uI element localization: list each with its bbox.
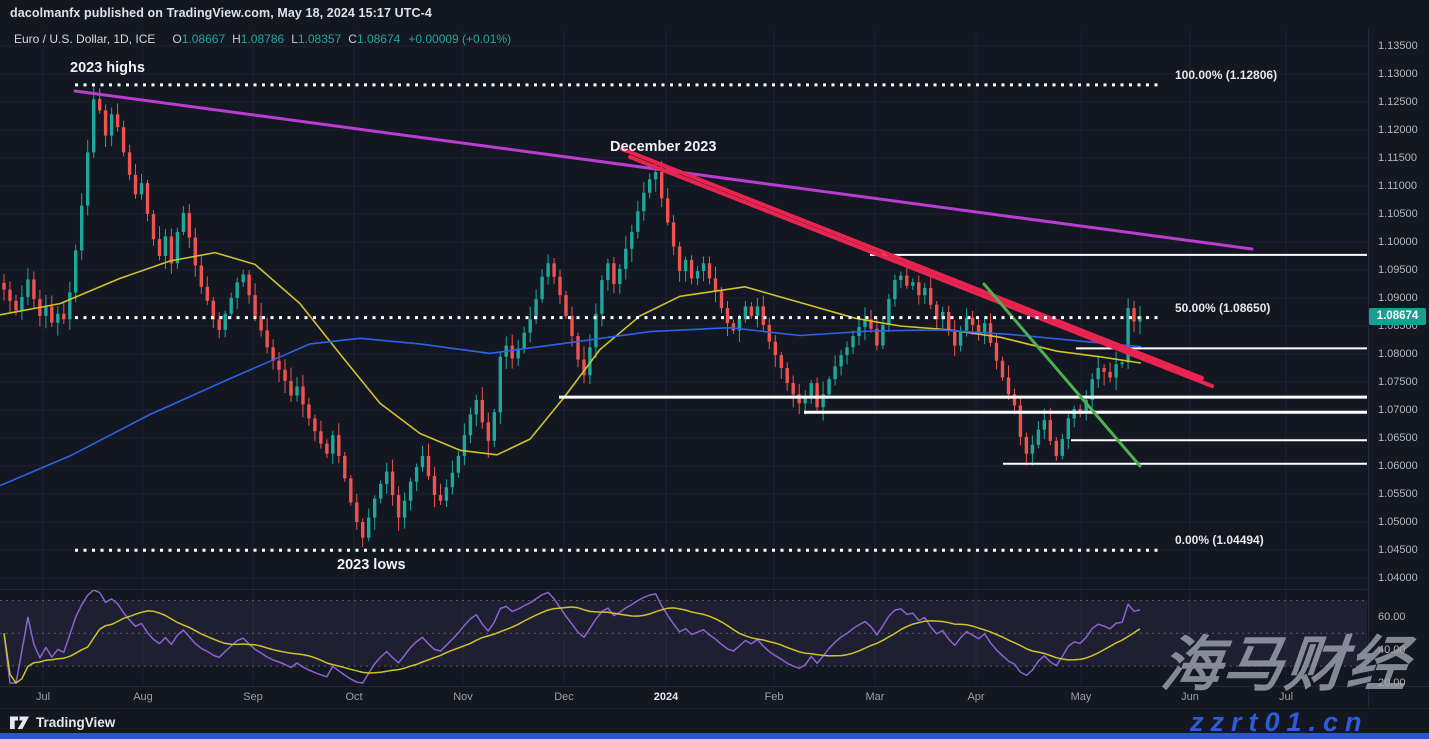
price-tick-label: 1.09000 (1378, 292, 1418, 304)
pane-separator[interactable] (0, 589, 1367, 590)
fib-50-label[interactable]: 50.00% (1.08650) (1175, 300, 1271, 315)
downtrend-channel-b (628, 155, 1214, 388)
month-label: Jul (35, 691, 51, 703)
high-value: 1.08786 (240, 32, 285, 46)
fib-levels[interactable] (75, 83, 1163, 552)
open-value: 1.08667 (181, 32, 226, 46)
month-label: Jun (1181, 691, 1199, 703)
price-tick-label: 1.10500 (1378, 208, 1418, 220)
low-label: L (291, 32, 298, 46)
price-tick-label: 1.04000 (1378, 572, 1418, 584)
month-label: 2024 (653, 691, 679, 703)
bottom-accent-bar (0, 733, 1429, 739)
month-label: Mar (865, 691, 885, 703)
open-label: O (172, 32, 182, 46)
price-tick-label: 1.10000 (1378, 236, 1418, 248)
last-price-badge: 1.08674 (1369, 307, 1426, 325)
price-tick-label: 1.07500 (1378, 376, 1418, 388)
price-tick-label: 1.12500 (1378, 96, 1418, 108)
grid (0, 30, 1367, 685)
rsi-band (0, 600, 1367, 667)
symbol-title: Euro / U.S. Dollar, 1D, ICE (14, 32, 156, 46)
month-label: Sep (243, 691, 263, 703)
price-tick-label: 1.13000 (1378, 68, 1418, 80)
month-label: Feb (764, 691, 784, 703)
fib-0-label[interactable]: 0.00% (1.04494) (1175, 533, 1264, 548)
footer: TradingView (10, 715, 115, 730)
change-value: +0.00009 (+0.01%) (408, 32, 512, 46)
price-tick-label: 1.13500 (1378, 40, 1418, 52)
price-tick-label: 1.11500 (1378, 152, 1417, 164)
price-tick-label: 1.06500 (1378, 432, 1418, 444)
watermark-chinese: 海马财经 (1157, 631, 1413, 698)
time-axis[interactable]: Jul Aug Sep Oct Nov Dec 2024 Feb Mar Apr May Jun Jul (0, 686, 1429, 709)
candles (2, 84, 1142, 548)
watermark-url: zzrt01.cn (1190, 707, 1369, 737)
close-value: 1.08674 (356, 32, 401, 46)
price-tick-label: 1.08000 (1378, 348, 1418, 360)
rsi-tick-label: 60.00 (1378, 610, 1406, 623)
month-label: Nov (453, 691, 473, 703)
support-resistance-lines[interactable] (559, 253, 1367, 465)
price-tick-label: 1.04500 (1378, 544, 1418, 556)
publish-info: dacolmanfx published on TradingView.com,… (10, 6, 432, 20)
price-tick-label: 1.06000 (1378, 460, 1418, 472)
annotation-2023-highs[interactable]: 2023 highs (70, 60, 145, 76)
price-axis[interactable]: 1.13500 1.13000 1.12500 1.12000 1.11500 1.110… (1368, 28, 1429, 707)
high-label: H (232, 32, 241, 46)
rsi-tick-label: 40.00 (1378, 643, 1406, 656)
ma-slow-line (0, 326, 1142, 487)
rsi-tick-label: 20.00 (1378, 676, 1406, 689)
downtrend-minor (982, 282, 1142, 468)
fib-100-label[interactable]: 100.00% (1.12806) (1175, 67, 1278, 82)
price-tick-label: 1.05000 (1378, 516, 1418, 528)
month-label: May (1070, 691, 1092, 703)
trendlines[interactable] (73, 89, 1254, 468)
price-tick-label: 1.11000 (1378, 180, 1417, 192)
price-tick-label: 1.07000 (1378, 404, 1418, 416)
downtrend-channel-a (620, 147, 1204, 380)
close-label: C (348, 32, 357, 46)
annotation-december-2023[interactable]: December 2023 (610, 139, 717, 155)
rsi-line (3, 589, 1141, 684)
tradingview-logo-text[interactable]: TradingView (36, 715, 116, 730)
price-tick-label: 1.12000 (1378, 124, 1418, 136)
symbol-legend[interactable]: Euro / U.S. Dollar, 1D, ICE O1.08667 H1.08… (14, 32, 511, 46)
month-label: Oct (345, 691, 363, 703)
annotation-2023-lows[interactable]: 2023 lows (337, 557, 406, 573)
price-tick-label: 1.09500 (1378, 264, 1418, 276)
rsi-ma-line (3, 606, 1141, 684)
price-tick-label: 1.05500 (1378, 488, 1418, 500)
tradingview-logo-icon[interactable] (10, 715, 29, 730)
month-label: Aug (133, 691, 153, 703)
month-label: Apr (967, 691, 985, 703)
low-value: 1.08357 (297, 32, 342, 46)
month-label: Dec (554, 691, 574, 703)
month-label: Jul (1278, 691, 1294, 703)
